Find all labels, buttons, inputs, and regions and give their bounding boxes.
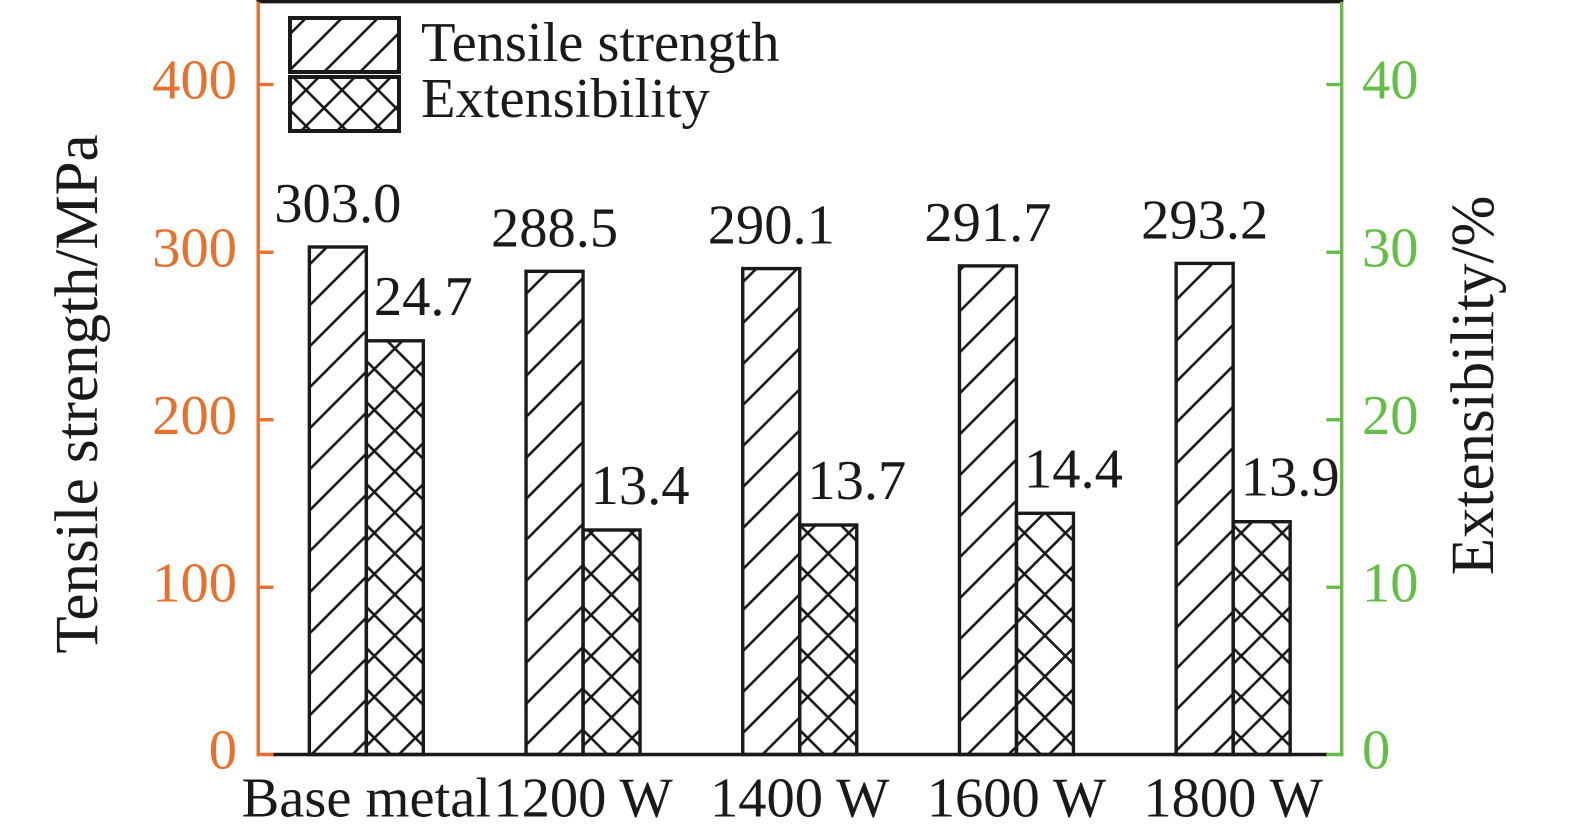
svg-text:400: 400 xyxy=(152,50,237,112)
svg-text:24.7: 24.7 xyxy=(374,266,473,328)
svg-text:Extensibility/%: Extensibility/% xyxy=(1440,196,1507,576)
svg-text:300: 300 xyxy=(152,217,237,279)
svg-text:291.7: 291.7 xyxy=(924,192,1051,254)
svg-text:293.2: 293.2 xyxy=(1141,189,1268,251)
svg-text:Base metal: Base metal xyxy=(242,768,491,830)
svg-text:1600 W: 1600 W xyxy=(927,768,1107,830)
svg-text:Tensile strength/MPa: Tensile strength/MPa xyxy=(44,134,111,653)
svg-text:303.0: 303.0 xyxy=(274,173,401,235)
svg-text:20: 20 xyxy=(1362,385,1419,447)
svg-text:100: 100 xyxy=(152,552,237,614)
svg-text:30: 30 xyxy=(1362,217,1419,279)
svg-text:14.4: 14.4 xyxy=(1024,438,1123,500)
svg-text:1800 W: 1800 W xyxy=(1143,768,1323,830)
svg-text:13.9: 13.9 xyxy=(1241,447,1340,509)
svg-text:10: 10 xyxy=(1362,552,1419,614)
svg-text:40: 40 xyxy=(1362,50,1419,112)
svg-text:0: 0 xyxy=(209,720,237,782)
svg-text:290.1: 290.1 xyxy=(708,195,835,257)
svg-text:1400 W: 1400 W xyxy=(710,768,890,830)
svg-text:288.5: 288.5 xyxy=(491,197,618,259)
svg-text:0: 0 xyxy=(1362,720,1390,782)
svg-text:13.7: 13.7 xyxy=(807,450,906,512)
svg-text:Extensibility: Extensibility xyxy=(421,68,711,130)
svg-text:13.4: 13.4 xyxy=(591,455,690,517)
svg-text:1200 W: 1200 W xyxy=(493,768,673,830)
svg-text:200: 200 xyxy=(152,385,237,447)
svg-text:Tensile strength: Tensile strength xyxy=(421,12,780,74)
